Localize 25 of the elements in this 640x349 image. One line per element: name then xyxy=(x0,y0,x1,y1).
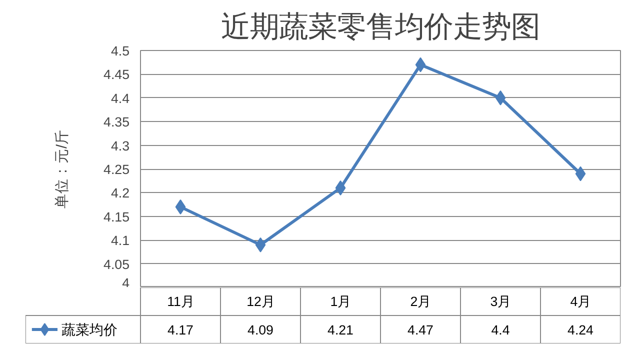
data-label: 4.09 xyxy=(248,322,274,338)
x-tick-label: 4月 xyxy=(570,294,591,309)
x-tick-label: 1月 xyxy=(330,294,351,309)
data-label: 4.21 xyxy=(328,322,354,338)
y-tick-label: 4.4 xyxy=(110,90,130,106)
data-label: 4.47 xyxy=(408,322,434,338)
y-tick-label: 4.15 xyxy=(104,209,130,224)
y-tick-label: 4.5 xyxy=(110,44,130,58)
x-tick-label: 3月 xyxy=(490,294,511,309)
data-label: 4.24 xyxy=(568,322,594,338)
x-tick-label: 2月 xyxy=(410,294,431,309)
chart-title: 近期蔬菜零售均价走势图 xyxy=(221,10,540,44)
data-label: 4.4 xyxy=(491,322,510,338)
data-label: 4.17 xyxy=(168,322,194,338)
legend-label: 蔬菜均价 xyxy=(62,322,118,338)
y-tick-label: 4.45 xyxy=(104,67,130,82)
y-tick-label: 4.05 xyxy=(104,256,130,272)
y-tick-label: 4.2 xyxy=(110,186,130,201)
x-tick-label: 12月 xyxy=(246,294,274,309)
y-tick-label: 4.25 xyxy=(104,162,130,177)
y-axis-title: 单位：元/斤 xyxy=(54,129,71,209)
y-tick-label: 4.3 xyxy=(110,138,130,154)
y-tick-label: 4.35 xyxy=(104,114,130,130)
y-tick-label: 4.1 xyxy=(110,233,130,248)
x-tick-label: 11月 xyxy=(167,294,194,309)
